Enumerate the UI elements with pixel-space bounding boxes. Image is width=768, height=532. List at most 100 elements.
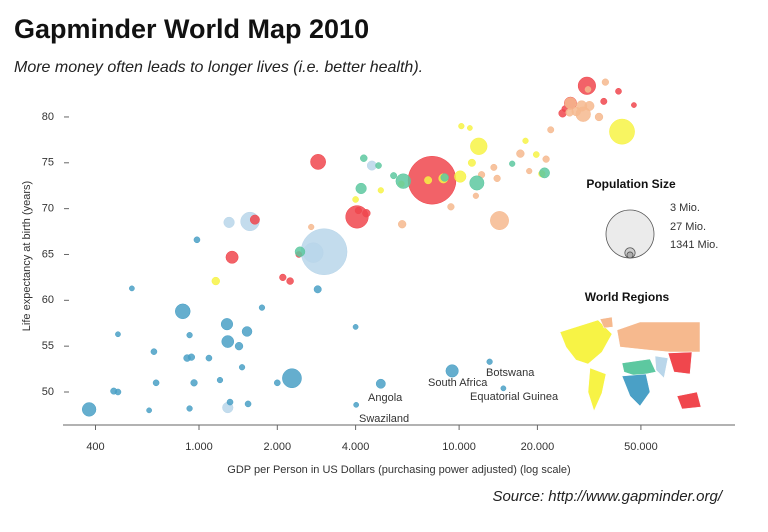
bubble [522, 137, 529, 144]
bubble [516, 149, 525, 158]
bubble [486, 358, 493, 365]
bubble [110, 387, 118, 395]
bubble [238, 364, 246, 371]
bubble [577, 76, 596, 95]
annotation: South Africa [428, 377, 488, 389]
bubble [274, 379, 281, 387]
bubble [615, 87, 622, 95]
bubble [225, 250, 239, 264]
chart-subtitle: More money often leads to longer lives (… [14, 59, 423, 76]
bubble [279, 273, 287, 281]
bubble [366, 160, 377, 171]
y-axis-title: Life expectancy at birth (years) [21, 181, 33, 331]
size-legend-title: Population Size [586, 177, 676, 191]
bubble [249, 214, 260, 225]
bubble [223, 216, 235, 228]
bubble [258, 304, 266, 311]
map-australia [676, 391, 702, 410]
bubble [375, 162, 382, 169]
y-tick-label: 55 [42, 340, 54, 352]
bubble [362, 209, 371, 218]
bubble [609, 118, 635, 145]
bubble [221, 335, 235, 348]
bubble [532, 151, 540, 158]
bubble [286, 277, 294, 285]
bubble [152, 379, 160, 387]
bubble [493, 174, 501, 182]
bubble [424, 176, 433, 185]
bubble [310, 154, 326, 170]
bubble [313, 285, 322, 294]
bubble [490, 211, 509, 230]
bubble [81, 402, 97, 417]
bubble [211, 276, 220, 286]
bubble [282, 368, 302, 389]
size-legend-label: 3 Mio. [670, 202, 700, 214]
bubble [398, 220, 407, 229]
size-legend-circle [626, 251, 634, 259]
bubble [470, 137, 488, 155]
bubble [355, 182, 367, 195]
size-legend-label: 27 Mio. [670, 221, 706, 233]
bubble [558, 109, 567, 118]
bubble [395, 173, 411, 189]
x-tick-label: 20.000 [521, 441, 555, 453]
x-tick-label: 4.000 [342, 441, 370, 453]
map-east-asia [667, 351, 693, 375]
bubble [458, 123, 465, 130]
bubble [469, 175, 485, 191]
bubble [472, 192, 479, 199]
bubble [150, 348, 158, 355]
y-tick-label: 60 [42, 294, 54, 306]
bubble [205, 354, 213, 362]
bubble [377, 187, 384, 194]
bubble [584, 101, 595, 111]
bubble [375, 378, 386, 389]
bubble [226, 398, 234, 406]
bubble [542, 155, 550, 163]
x-tick-label: 50.000 [624, 441, 658, 453]
source: Source: http://www.gapminder.org/ [492, 488, 723, 505]
annotation: Botswana [486, 367, 535, 379]
bubble [175, 303, 191, 320]
bubble [244, 400, 252, 408]
bubble [539, 167, 550, 179]
map-middle-east [621, 358, 657, 377]
bubble [241, 326, 253, 337]
bubble [509, 160, 516, 167]
y-tick-label: 65 [42, 248, 54, 260]
bubble [234, 342, 244, 351]
bubble [187, 353, 196, 361]
x-tick-label: 400 [86, 441, 104, 453]
bubble [352, 324, 359, 330]
bubble [216, 376, 224, 384]
bubble [500, 385, 507, 392]
bubble [440, 173, 449, 182]
region-legend-title: World Regions [585, 290, 670, 304]
bubble [190, 379, 198, 387]
bubble [345, 205, 369, 229]
bubble [352, 196, 359, 203]
map-greenland [599, 316, 614, 329]
bubble [565, 108, 574, 117]
bubble [601, 78, 609, 86]
annotation: Angola [368, 392, 403, 404]
x-tick-label: 2.000 [264, 441, 292, 453]
chart-title: Gapminder World Map 2010 [14, 14, 369, 44]
bubble [600, 97, 608, 105]
bubble [390, 172, 398, 180]
y-tick-label: 75 [42, 157, 54, 169]
bubble [193, 236, 201, 244]
map-africa [621, 373, 651, 407]
map-americas-south [587, 367, 607, 412]
bubble [354, 206, 362, 215]
map-europe-asia [616, 321, 701, 353]
x-tick-label: 1.000 [185, 441, 213, 453]
y-tick-label: 70 [42, 203, 54, 215]
bubble [360, 154, 368, 162]
bubble [490, 163, 498, 171]
y-tick-label: 80 [42, 111, 54, 123]
bubble [353, 401, 360, 408]
x-axis-title: GDP per Person in US Dollars (purchasing… [227, 464, 570, 476]
